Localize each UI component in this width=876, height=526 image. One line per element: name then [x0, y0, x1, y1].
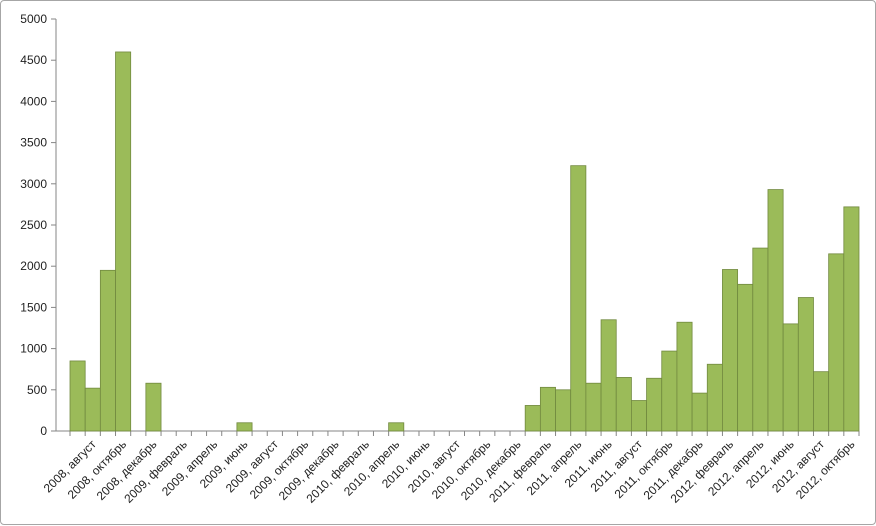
bar: [676, 321, 693, 432]
y-tick-label: 4500: [20, 53, 47, 67]
y-tick-label: 5000: [20, 12, 47, 26]
y-tick-label: 3500: [20, 136, 47, 150]
bar: [388, 422, 405, 432]
y-tick-label: 1500: [20, 300, 47, 314]
bar: [145, 382, 162, 432]
y-tick-label: 3000: [20, 177, 47, 191]
bar: [600, 319, 617, 432]
bar: [722, 269, 739, 432]
bar: [661, 350, 678, 432]
y-tick-label: 2000: [20, 259, 47, 273]
bar: [752, 247, 769, 432]
y-tick-label: 500: [27, 383, 47, 397]
bar: [706, 363, 723, 432]
bar: [570, 165, 587, 432]
bar: [115, 51, 132, 432]
bar: [737, 283, 754, 432]
bar: [585, 382, 602, 432]
bar: [691, 392, 708, 432]
bar: [69, 360, 86, 432]
bar: [797, 297, 814, 432]
bar: [539, 386, 556, 432]
y-tick-label: 4000: [20, 94, 47, 108]
y-tick-label: 1000: [20, 342, 47, 356]
y-tick-label: 2500: [20, 218, 47, 232]
bar: [99, 269, 116, 432]
bar: [524, 405, 541, 432]
bar: [84, 387, 101, 432]
y-tick-label: 0: [40, 424, 47, 438]
bar: [843, 206, 860, 432]
bar: [646, 377, 663, 432]
bar: [813, 371, 830, 432]
bar: [631, 400, 647, 432]
bar: [767, 189, 784, 432]
bar: [782, 323, 799, 432]
bar: [555, 389, 572, 432]
bar: [236, 422, 253, 432]
bar: [828, 253, 845, 432]
bar: [615, 377, 632, 432]
